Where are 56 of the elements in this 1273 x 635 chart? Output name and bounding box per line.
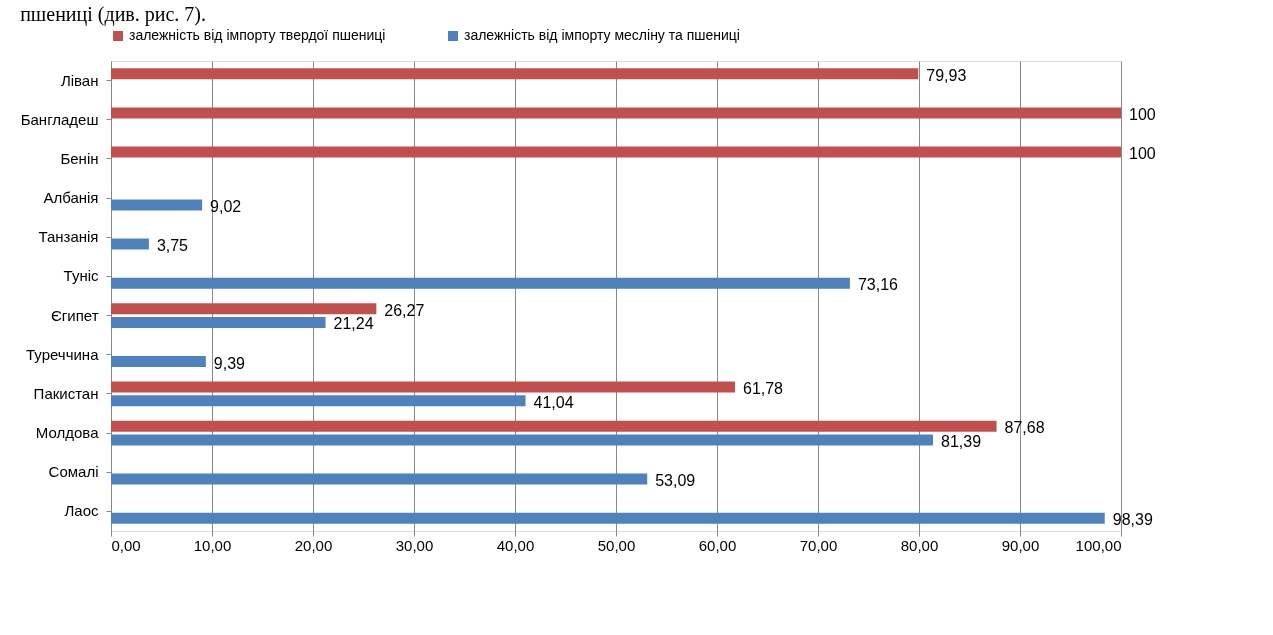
bar	[111, 146, 1121, 158]
x-tick-label: 30,00	[395, 536, 434, 554]
bar	[111, 238, 149, 250]
y-tick-label: Пакистан	[33, 384, 99, 402]
y-tick-label: Бенін	[60, 149, 99, 167]
y-tick-label: Туреччина	[26, 345, 100, 363]
bar	[111, 434, 934, 446]
x-tick-label: 100,00	[1075, 536, 1122, 554]
bar	[111, 356, 206, 368]
bar	[111, 303, 377, 315]
y-tick-label: Бангладеш	[20, 110, 99, 128]
x-tick-label: 80,00	[900, 536, 939, 554]
data-label: 9,02	[210, 197, 242, 215]
x-tick-label: 50,00	[597, 536, 636, 554]
y-tick-label: Танзанія	[38, 228, 99, 246]
x-tick-label: 10,00	[193, 536, 232, 554]
x-tick-label: 60,00	[698, 536, 737, 554]
y-tick-label: Ліван	[60, 71, 99, 89]
data-label: 79,93	[926, 66, 967, 84]
data-label: 26,27	[384, 301, 425, 319]
data-label: 100	[1129, 145, 1156, 163]
x-tick-label: 0,00	[111, 536, 141, 554]
data-label: 73,16	[857, 276, 899, 294]
data-label: 61,78	[742, 380, 784, 398]
data-label: 98,39	[1112, 511, 1153, 529]
y-tick-label: Лаос	[64, 502, 99, 520]
bar	[111, 107, 1121, 119]
x-tick-label: 90,00	[1001, 536, 1040, 554]
text: пшениці (див. рис. 7).	[20, 3, 207, 26]
bar	[111, 473, 648, 485]
data-label: 81,39	[941, 432, 982, 450]
legend-label: залежність від імпорту месліну та пшениці	[464, 27, 740, 43]
legend-label: залежність від імпорту твердої пшениці	[129, 27, 386, 43]
data-label: 41,04	[533, 393, 574, 411]
x-tick-label: 40,00	[496, 536, 535, 554]
bar	[111, 512, 1105, 524]
x-tick-label: 70,00	[799, 536, 838, 554]
data-label: 3,75	[156, 237, 189, 255]
y-tick-label: Туніс	[63, 267, 99, 285]
bar	[111, 316, 326, 328]
data-label: 87,68	[1004, 419, 1045, 437]
y-tick-label: Єгипет	[51, 306, 99, 324]
bar	[111, 277, 850, 289]
bar	[111, 420, 997, 432]
bar	[111, 395, 526, 407]
data-label: 21,24	[333, 315, 374, 333]
bar	[111, 381, 735, 393]
data-label: 9,39	[213, 354, 246, 372]
data-label: 53,09	[655, 472, 696, 490]
bar	[111, 68, 919, 80]
y-tick-label: Сомалі	[48, 463, 99, 481]
x-tick-label: 20,00	[294, 536, 333, 554]
y-tick-label: Албанія	[43, 189, 99, 207]
bar	[111, 199, 203, 211]
y-tick-label: Молдова	[35, 424, 100, 442]
data-label: 100	[1129, 105, 1156, 123]
